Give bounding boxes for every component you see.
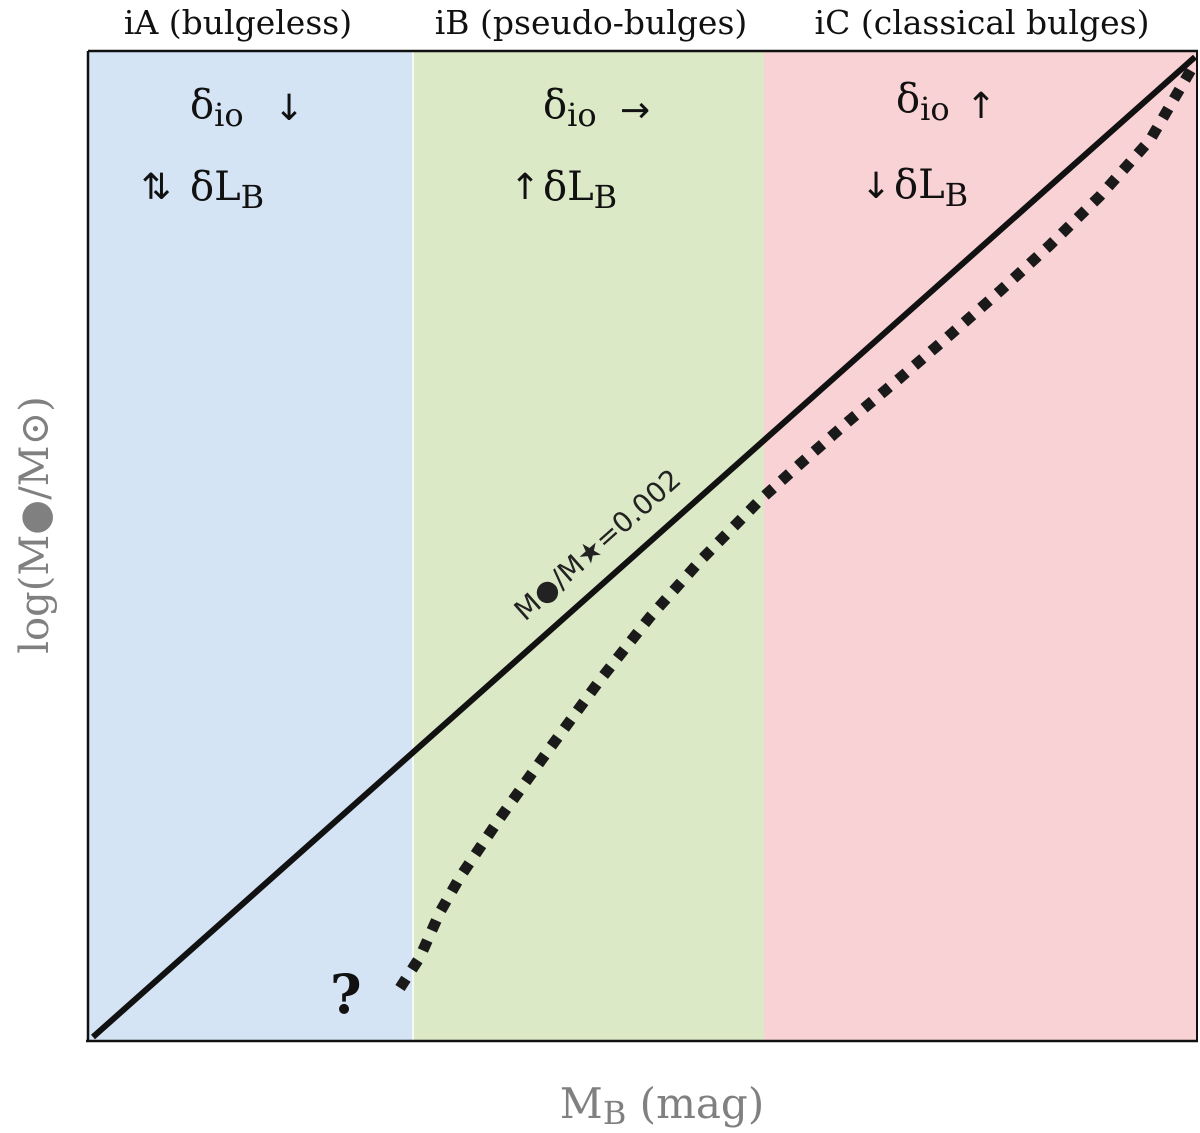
region-ia-lum-arrow: ⇅ xyxy=(141,167,171,208)
region-ic-lum-label: δLB xyxy=(894,162,968,214)
region-ic-sigma-arrow: ↑ xyxy=(966,86,996,127)
region-ib-background xyxy=(413,52,764,1040)
bulge-relation-curve xyxy=(395,60,1200,991)
region-ib-lum-label: δLB xyxy=(543,164,617,216)
region-ic-background xyxy=(764,52,1198,1040)
region-ic-lum-arrow: ↓ xyxy=(861,166,891,207)
constant-ratio-line xyxy=(91,54,1197,1040)
region-ib-lum-arrow: ↑ xyxy=(510,167,540,208)
region-ib-title: iB (pseudo-bulges) xyxy=(435,3,748,42)
region-ib-sigma-label: δio xyxy=(543,82,597,134)
region-ia-background xyxy=(88,52,413,1040)
region-ia-sigma-arrow: ↓ xyxy=(274,88,304,129)
region-ia-sigma-label: δio xyxy=(190,82,244,134)
region-ia-title: iA (bulgeless) xyxy=(124,3,352,42)
region-ia-lum-label: δLB xyxy=(190,164,264,216)
y-axis-label: log(M●/M⊙) xyxy=(12,396,58,654)
region-ic-title: iC (classical bulges) xyxy=(815,3,1150,42)
region-ib-sigma-arrow: → xyxy=(620,90,650,131)
unknown-region-marker: ? xyxy=(330,962,362,1026)
region-ic-sigma-label: δio xyxy=(896,76,950,128)
x-axis-label: MB (mag) xyxy=(560,1079,764,1132)
